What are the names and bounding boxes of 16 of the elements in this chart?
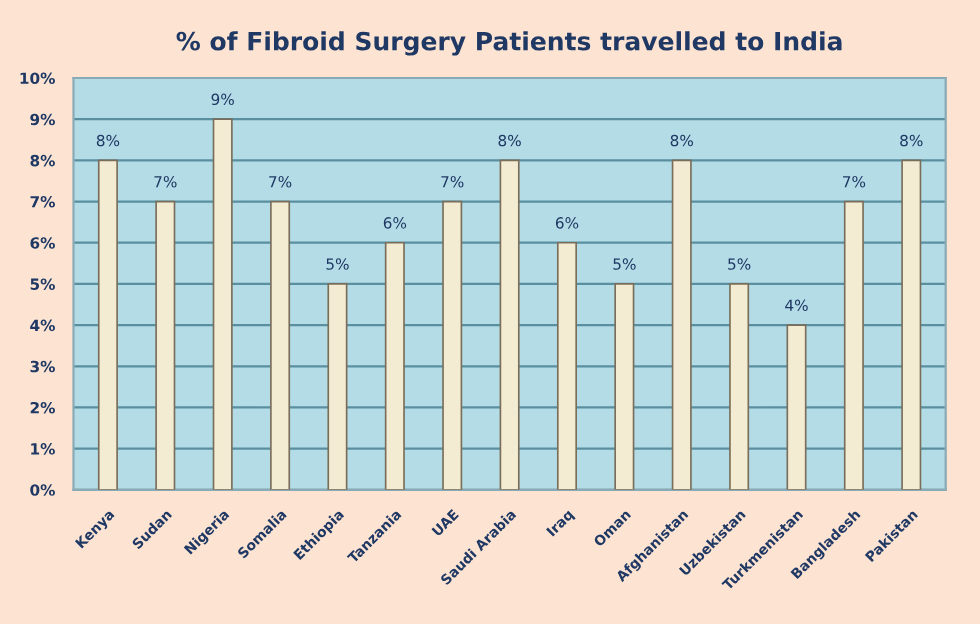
bar [270, 200, 291, 490]
bar [614, 283, 635, 490]
bar [556, 241, 577, 490]
bar [901, 159, 922, 490]
bar [671, 159, 692, 490]
bar [786, 324, 807, 490]
bar [327, 283, 348, 490]
bar [212, 118, 233, 490]
bar [843, 200, 864, 490]
bar [442, 200, 463, 490]
chart-title: % of Fibroid Surgery Patients travelled to India [176, 31, 842, 56]
bar [155, 200, 176, 490]
bar [499, 159, 520, 490]
bar [384, 241, 405, 490]
bar [729, 283, 750, 490]
bar [97, 159, 118, 490]
